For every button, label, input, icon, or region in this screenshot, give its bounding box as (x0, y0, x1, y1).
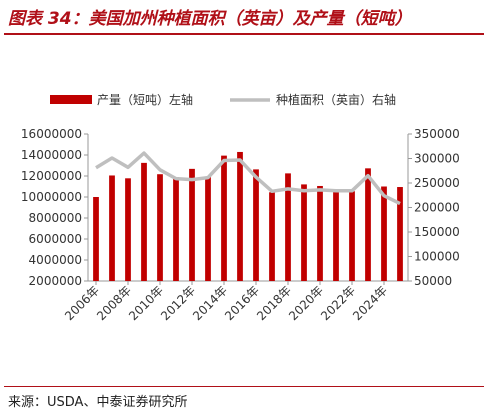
x-tick-label: 2014年 (190, 283, 230, 323)
source-divider (4, 386, 484, 387)
y-left-tick-label: 10000000 (21, 190, 82, 204)
bar (317, 185, 323, 281)
y-left-tick-label: 4000000 (29, 253, 82, 267)
x-tick-label: 2024年 (350, 283, 390, 323)
y-right-tick-label: 250000 (414, 176, 460, 190)
legend: 产量（短吨）左轴 种植面积（英亩）右轴 (50, 92, 396, 107)
legend-label-bar: 产量（短吨）左轴 (97, 92, 193, 107)
bar (141, 162, 147, 281)
y-left-tick-label: 8000000 (29, 211, 82, 225)
bar (109, 175, 115, 281)
y-right-tick-label: 300000 (414, 152, 460, 166)
y-left-tick-label: 16000000 (21, 127, 82, 141)
bar (301, 184, 307, 281)
bar (173, 177, 179, 281)
bar (157, 174, 163, 281)
x-tick-label: 2018年 (254, 283, 294, 323)
bar (269, 192, 275, 281)
bar (253, 169, 259, 281)
bar (93, 197, 99, 281)
x-tick-label: 2010年 (126, 283, 166, 323)
y-left-tick-label: 14000000 (21, 148, 82, 162)
bar (189, 168, 195, 281)
bar (333, 190, 339, 281)
bar (349, 191, 355, 281)
y-left-tick-label: 6000000 (29, 232, 82, 246)
x-tick-label: 2016年 (222, 283, 262, 323)
x-tick-label: 2022年 (318, 283, 358, 323)
chart-title: 图表 34：美国加州种植面积（英亩）及产量（短吨） (8, 9, 412, 29)
bar (221, 155, 227, 281)
bar (285, 173, 291, 281)
y-right-tick-label: 150000 (414, 225, 460, 239)
legend-swatch-bar (50, 95, 92, 104)
source-note: 来源：USDA、中泰证券研究所 (8, 395, 188, 410)
x-tick-label: 2006年 (62, 283, 102, 323)
bar (397, 187, 403, 281)
x-tick-label: 2012年 (158, 283, 198, 323)
bar (125, 178, 131, 281)
bar (365, 168, 371, 281)
x-tick-label: 2008年 (94, 283, 134, 323)
y-left-tick-label: 2000000 (29, 274, 82, 288)
legend-label-line: 种植面积（英亩）右轴 (276, 92, 396, 107)
chart: 产量（短吨）左轴 种植面积（英亩）右轴 2000000 4000000 6000000 8… (21, 92, 460, 323)
x-tick-label: 2020年 (286, 283, 326, 323)
bar (381, 186, 387, 281)
y-right-tick-label: 50000 (414, 274, 452, 288)
bar (237, 151, 243, 281)
y-right-tick-label: 200000 (414, 201, 460, 215)
y-left-tick-label: 12000000 (21, 169, 82, 183)
title-divider (4, 33, 484, 35)
bar (205, 176, 211, 281)
area-line (95, 151, 401, 206)
y-right-tick-label: 350000 (414, 127, 460, 141)
y-right-tick-label: 100000 (414, 250, 460, 264)
